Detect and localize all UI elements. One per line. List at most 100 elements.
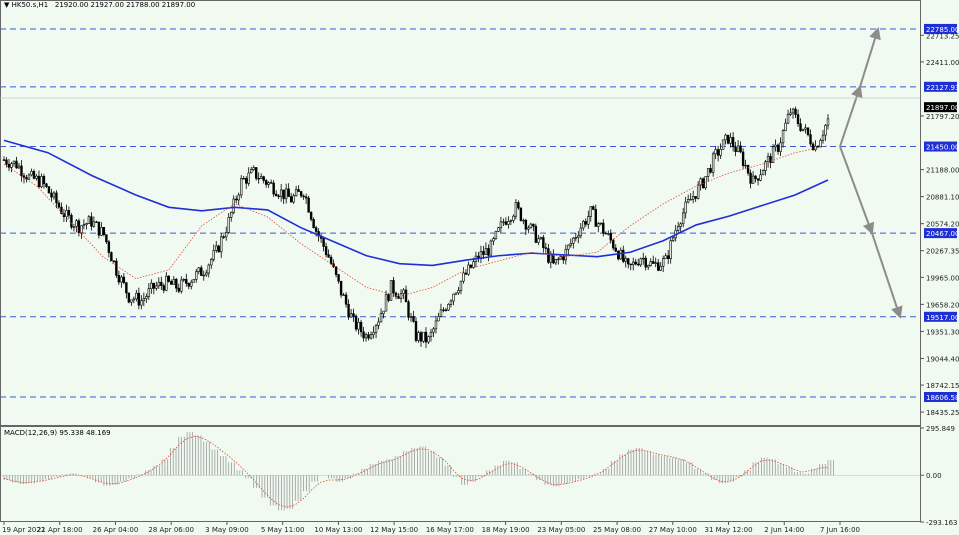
level-label: 22127.93	[926, 84, 959, 92]
candle-body	[612, 239, 615, 249]
candle-body	[95, 221, 98, 223]
y-tick-label: 21797.20	[926, 113, 959, 121]
candle-body	[776, 144, 780, 152]
candle-body	[577, 235, 580, 238]
current-price-label: 21897.00	[926, 104, 959, 112]
candle-body	[669, 240, 672, 260]
candle-body	[195, 271, 198, 280]
candle-body	[377, 321, 380, 326]
candle-body	[407, 301, 410, 318]
candle-body	[162, 285, 166, 291]
candle-body	[624, 258, 627, 262]
candle-body	[756, 178, 760, 181]
candle-body	[559, 256, 563, 260]
level-label-bg	[924, 81, 957, 92]
candle-body	[279, 189, 283, 197]
candle-body	[412, 316, 415, 322]
candle-body	[442, 309, 445, 311]
level-label-bg	[924, 23, 957, 34]
candle-body	[200, 267, 203, 276]
candle-body	[252, 167, 255, 170]
candle-body	[202, 274, 205, 277]
candle-body	[512, 215, 515, 221]
candle-body	[337, 274, 340, 282]
candle-body	[165, 275, 168, 291]
candle-body	[764, 161, 767, 171]
candle-body	[354, 315, 358, 330]
candle-body	[397, 296, 400, 299]
level-label-bg	[924, 228, 957, 239]
candle-body	[20, 165, 23, 177]
macd-panel: MACD(12,26,9) 95.338 48.169 295.849 0.00 -2…	[0, 425, 957, 527]
candle-body	[567, 244, 570, 250]
y-tick-label: 20574.20	[926, 221, 959, 229]
candle-body	[484, 248, 488, 255]
triangle-down-icon[interactable]: ▼	[4, 1, 10, 9]
x-tick-label: 2 Jun 14:00	[764, 526, 804, 534]
candle-body	[242, 178, 245, 180]
candle-body	[282, 189, 285, 200]
candle-body	[299, 191, 303, 197]
candle-body	[374, 325, 378, 333]
candle-body	[172, 278, 175, 285]
candle-body	[472, 261, 475, 268]
candle-body	[761, 170, 765, 176]
candle-body	[105, 234, 108, 243]
candle-body	[679, 223, 682, 227]
candle-body	[594, 209, 597, 227]
candle-body	[819, 140, 822, 148]
y-tick-label: 21188.00	[926, 167, 959, 175]
candle-body	[427, 336, 430, 343]
candle-body	[402, 289, 405, 294]
candle-body	[130, 299, 133, 303]
candle-body	[294, 189, 298, 197]
candle-body	[222, 236, 225, 238]
candle-body	[417, 332, 420, 341]
candle-body	[572, 237, 575, 244]
candle-body	[642, 257, 645, 260]
candle-body	[247, 172, 250, 184]
projection-arrows	[839, 27, 903, 319]
candle-body	[157, 281, 161, 287]
candle-body	[647, 265, 650, 268]
candle-body	[120, 276, 123, 283]
candle-body	[597, 223, 600, 227]
candle-body	[497, 227, 500, 232]
candle-body	[269, 182, 273, 184]
candle-body	[469, 264, 473, 268]
level-label: 22785.00	[926, 26, 959, 34]
x-tick-label: 27 May 10:00	[649, 526, 697, 534]
candle-body	[804, 127, 807, 130]
candle-body	[731, 137, 735, 148]
candle-body	[614, 247, 617, 252]
candle-body	[110, 252, 113, 262]
x-tick-label: 28 Apr 06:00	[148, 526, 194, 534]
candle-body	[77, 220, 81, 234]
candle-body	[55, 192, 58, 204]
candle-body	[334, 266, 338, 275]
candle-body	[661, 258, 665, 267]
candle-body	[207, 264, 210, 274]
candle-body	[629, 263, 632, 266]
candle-body	[17, 165, 21, 169]
candle-body	[544, 247, 548, 249]
candle-body	[192, 278, 195, 283]
projection-arrow	[859, 27, 881, 88]
candle-body	[230, 211, 233, 218]
candle-body	[432, 328, 435, 333]
candle-body	[292, 195, 295, 203]
candle-body	[307, 197, 310, 213]
candle-body	[799, 123, 802, 131]
candle-body	[454, 292, 458, 295]
candle-body	[182, 278, 185, 281]
candle-body	[439, 309, 443, 317]
x-tick-label: 5 May 11:00	[261, 526, 305, 534]
x-tick-label: 18 May 19:00	[482, 526, 530, 534]
candle-body	[82, 224, 86, 227]
candle-body	[637, 263, 640, 266]
candle-body	[627, 258, 630, 265]
candle-body	[344, 294, 348, 305]
candle-body	[364, 334, 368, 339]
candle-body	[324, 246, 328, 256]
